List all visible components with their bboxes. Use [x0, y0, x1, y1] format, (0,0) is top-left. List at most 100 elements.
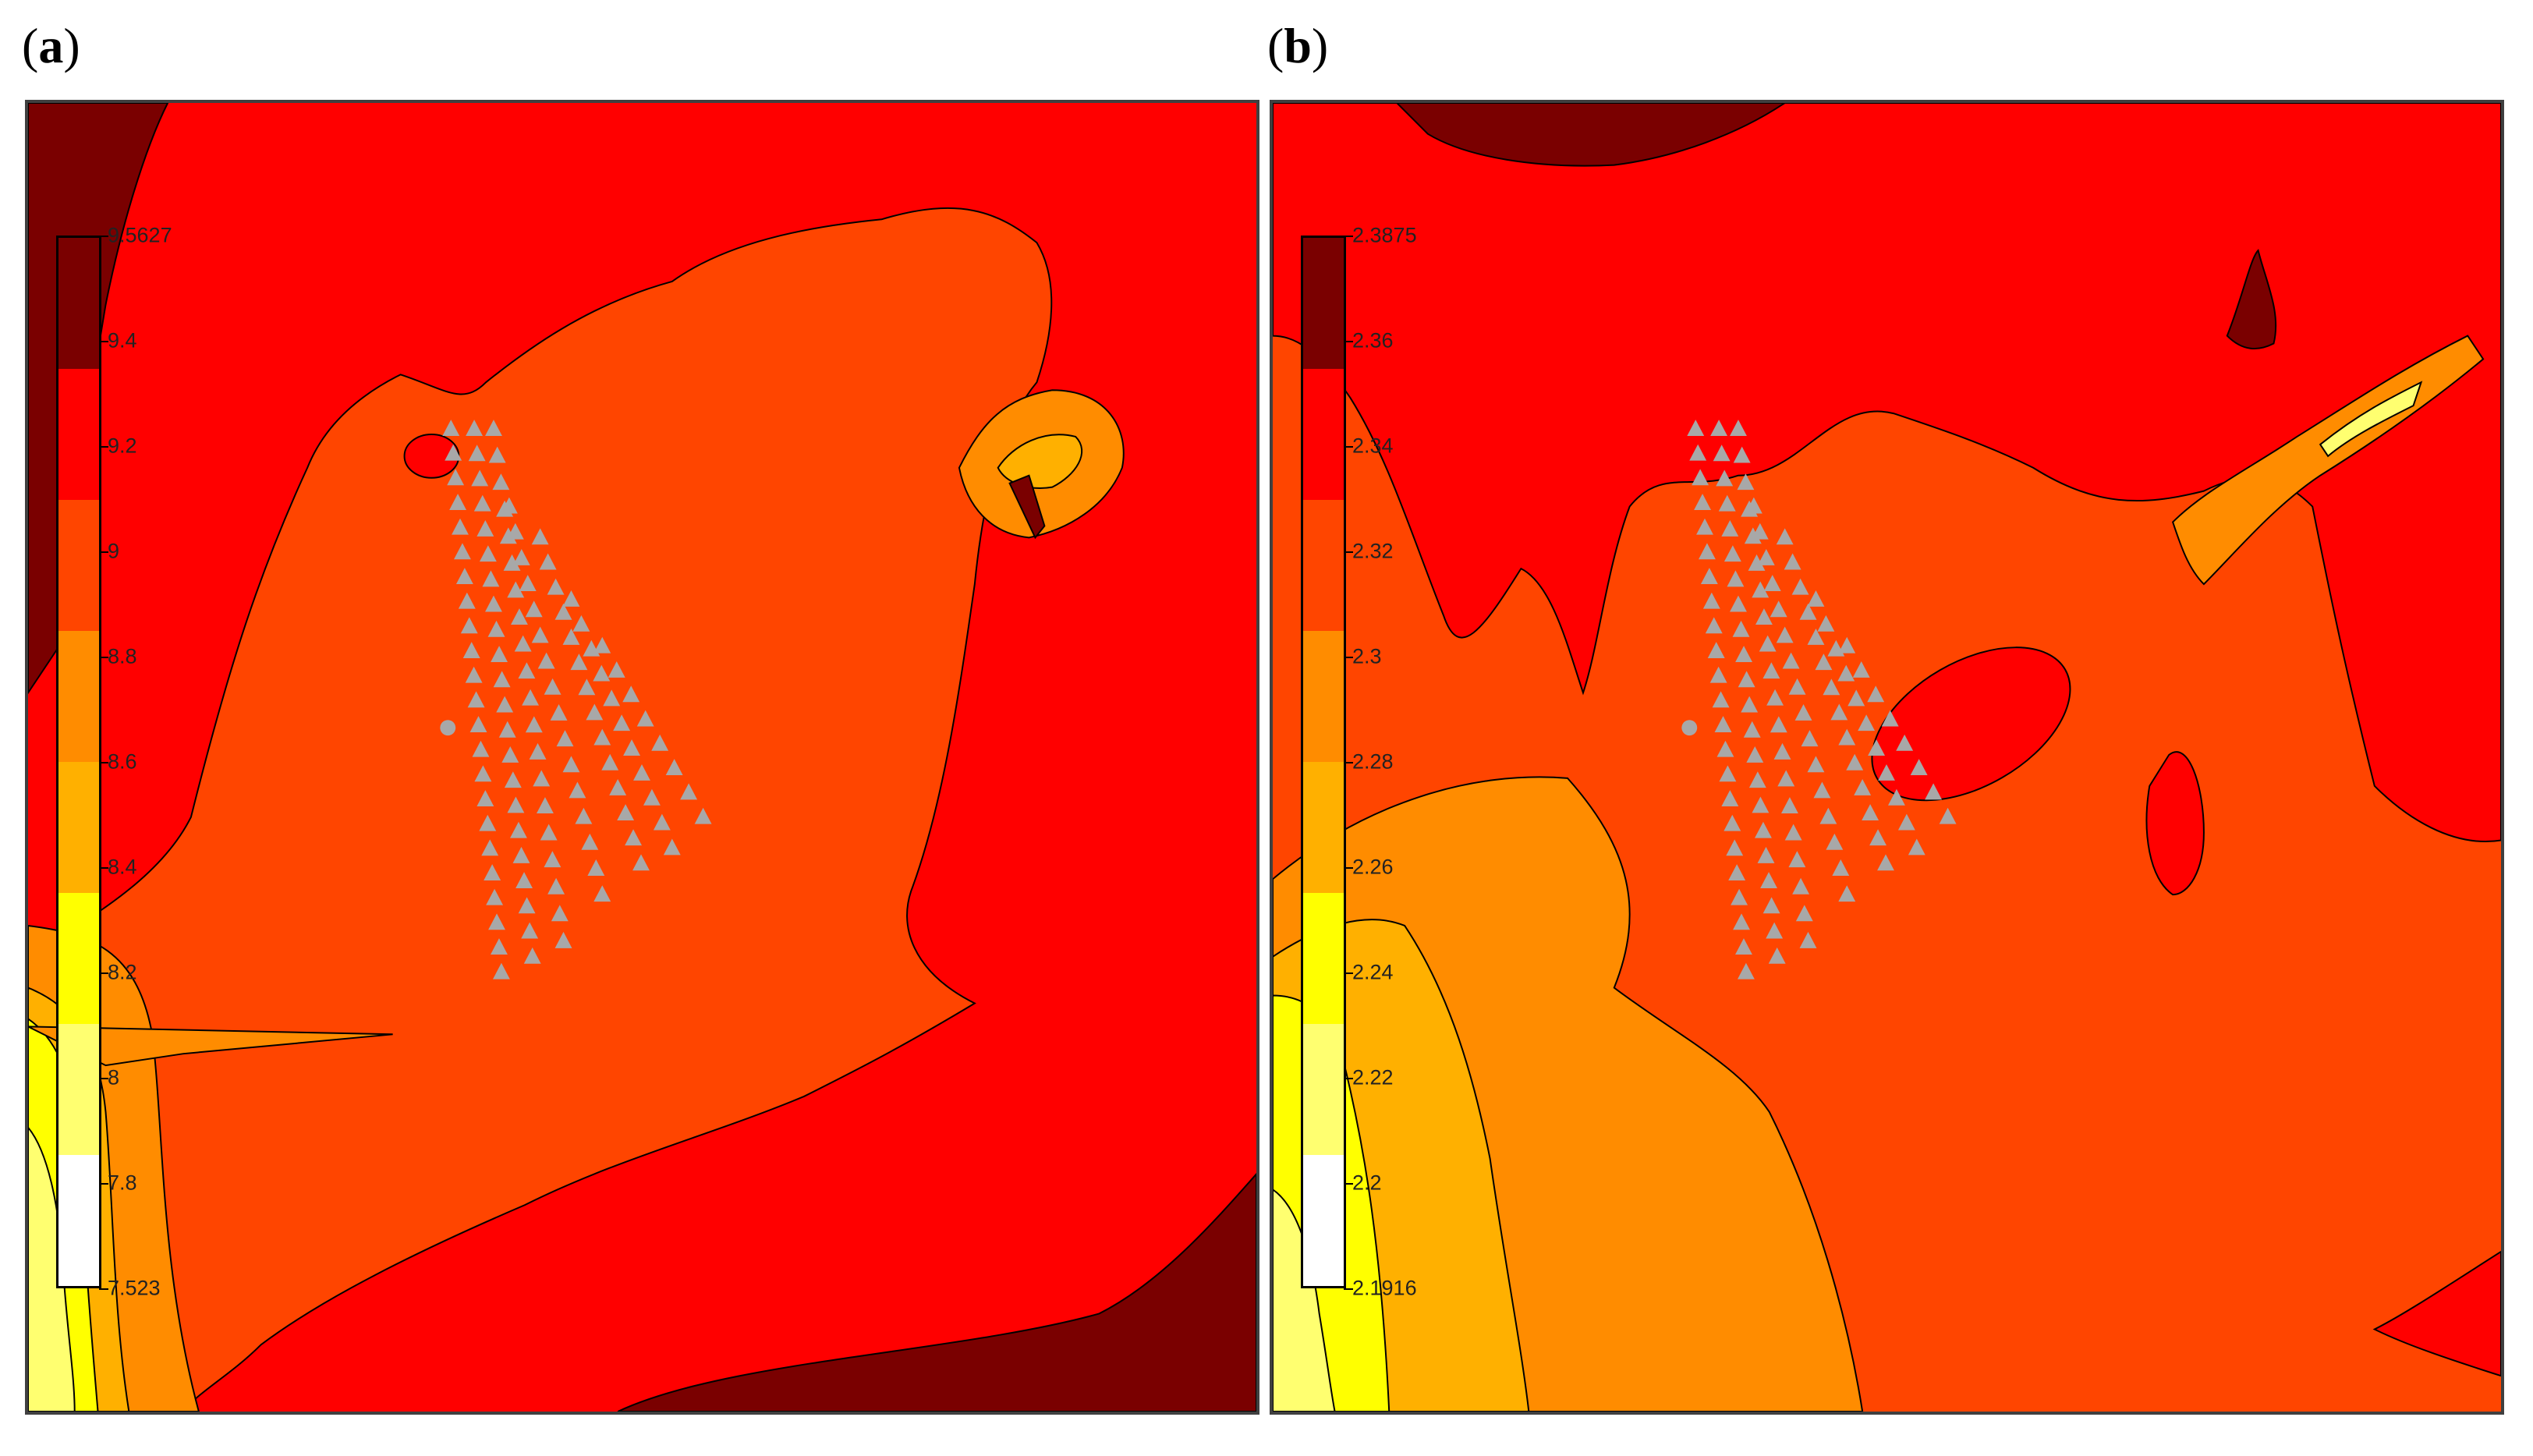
grey-triangle-icon: [586, 703, 604, 721]
grey-triangle-icon: [1768, 947, 1786, 964]
legend-swatch: [58, 500, 99, 631]
grey-triangle-icon: [1721, 790, 1739, 806]
grey-triangle-icon: [544, 678, 562, 695]
grey-triangle-icon: [680, 783, 698, 800]
legend-tick-label: 2.3875: [1352, 223, 1417, 247]
grey-triangle-icon: [491, 938, 508, 955]
grey-triangle-icon: [1732, 620, 1750, 637]
grey-triangle-icon: [1807, 629, 1825, 645]
grey-triangle-icon: [1788, 851, 1806, 868]
grey-triangle-icon: [1819, 807, 1837, 824]
legend-tick-mark: [99, 657, 108, 658]
reference-point-a: [440, 720, 456, 736]
grey-triangle-icon: [1862, 804, 1879, 820]
grey-triangle-icon: [1846, 753, 1864, 771]
grey-triangle-icon: [492, 962, 510, 980]
grey-triangle-icon: [1755, 608, 1773, 625]
legend-swatch: [1303, 1155, 1344, 1286]
panel-a-label: (a): [22, 18, 80, 73]
grey-triangle-icon: [1741, 696, 1759, 713]
legend-swatch: [58, 762, 99, 893]
legend-tick-mark: [1344, 551, 1353, 553]
grey-triangle-icon: [1878, 763, 1895, 781]
grey-triangle-icon: [572, 615, 590, 632]
grey-triangle-icon: [521, 922, 539, 939]
legend-tick-label: 2.3: [1352, 644, 1382, 668]
legend-swatch: [58, 1155, 99, 1286]
grey-triangle-icon: [1801, 730, 1819, 747]
legend-swatch: [58, 631, 99, 762]
grey-triangle-icon: [665, 759, 683, 776]
grey-triangle-icon: [1698, 543, 1716, 560]
legend-tick-mark: [1344, 762, 1353, 763]
grey-triangle-icon: [1832, 859, 1850, 876]
legend-tick-mark: [99, 972, 108, 974]
legend-tick-label: 7.523: [108, 1276, 161, 1300]
reference-point-b: [1681, 720, 1698, 736]
legend-tick-label: 9.4: [108, 328, 137, 352]
grey-triangle-icon: [539, 553, 557, 570]
grey-triangle-icon: [481, 839, 499, 856]
color-legend-b: [1301, 236, 1346, 1288]
legend-tick-label: 9: [108, 539, 120, 563]
grey-triangle-icon: [1784, 553, 1801, 570]
grey-triangle-icon: [1707, 642, 1725, 658]
legend-tick-mark: [99, 341, 108, 342]
grey-triangle-icon: [1781, 797, 1798, 813]
grey-triangle-icon: [507, 581, 525, 598]
contour-high-top: [1395, 103, 1787, 167]
grey-triangle-icon: [1782, 652, 1800, 669]
grey-triangle-icon: [1709, 666, 1727, 683]
grey-triangle-icon: [1826, 833, 1844, 850]
grey-triangle-icon: [479, 814, 497, 831]
grey-triangle-icon: [504, 771, 522, 788]
grey-triangle-icon: [556, 730, 574, 747]
legend-tick-mark: [99, 446, 108, 448]
color-legend-a: [56, 236, 101, 1288]
grey-triangle-icon: [462, 642, 480, 658]
grey-triangle-icon: [1887, 788, 1905, 806]
grey-triangle-icon: [593, 664, 611, 682]
grey-triangle-icon: [1689, 444, 1707, 461]
legend-tick-label: 8.2: [108, 960, 137, 984]
grey-triangle-icon: [1735, 646, 1753, 663]
grey-triangle-icon: [1838, 728, 1856, 746]
grey-triangle-icon: [1718, 494, 1736, 512]
grey-triangle-icon: [1838, 885, 1856, 902]
grey-triangle-icon: [488, 446, 506, 463]
legend-swatch: [1303, 500, 1344, 631]
grey-triangle-icon: [465, 666, 483, 683]
grey-triangle-icon: [1776, 626, 1794, 643]
map-panel-b: 2.3875 2.36 2.34 2.32 2.3 2.28 2.26 2.24 2.22 2.2…: [1270, 100, 2504, 1415]
grey-triangle-icon: [608, 661, 625, 678]
grey-triangle-icon: [609, 778, 627, 795]
grey-triangle-icon: [453, 543, 471, 560]
grey-triangle-icon: [474, 765, 492, 782]
legend-swatch: [58, 238, 99, 369]
grey-triangle-icon: [1762, 897, 1780, 914]
grey-triangle-icon: [469, 716, 487, 732]
grey-triangle-icon: [523, 947, 541, 964]
grey-triangle-icon: [554, 603, 572, 620]
legend-tick-mark: [1344, 236, 1353, 237]
grey-triangle-icon: [653, 813, 671, 831]
grey-triangle-icon: [519, 575, 537, 592]
legend-tick-label: 2.2: [1352, 1171, 1382, 1195]
grey-triangle-icon: [1795, 905, 1813, 922]
grey-triangle-icon: [1748, 771, 1766, 788]
grey-triangle-icon: [445, 444, 462, 461]
grey-triangle-icon: [1784, 824, 1802, 841]
legend-tick-label: 2.1916: [1352, 1276, 1417, 1300]
grey-triangle-icon: [643, 788, 661, 806]
legend-tick-label: 2.28: [1352, 749, 1394, 774]
grey-triangle-icon: [1743, 721, 1761, 738]
grey-triangle-icon: [1730, 420, 1747, 436]
grey-triangle-icon: [533, 770, 551, 787]
grey-triangle-icon: [1710, 420, 1728, 436]
grey-triangle-icon: [1770, 716, 1787, 733]
grey-triangle-icon: [1788, 678, 1806, 695]
grey-triangle-icon: [562, 756, 580, 773]
grey-triangle-icon: [1751, 523, 1769, 540]
grey-triangle-icon: [1807, 756, 1825, 773]
grey-triangle-icon: [1854, 778, 1872, 795]
